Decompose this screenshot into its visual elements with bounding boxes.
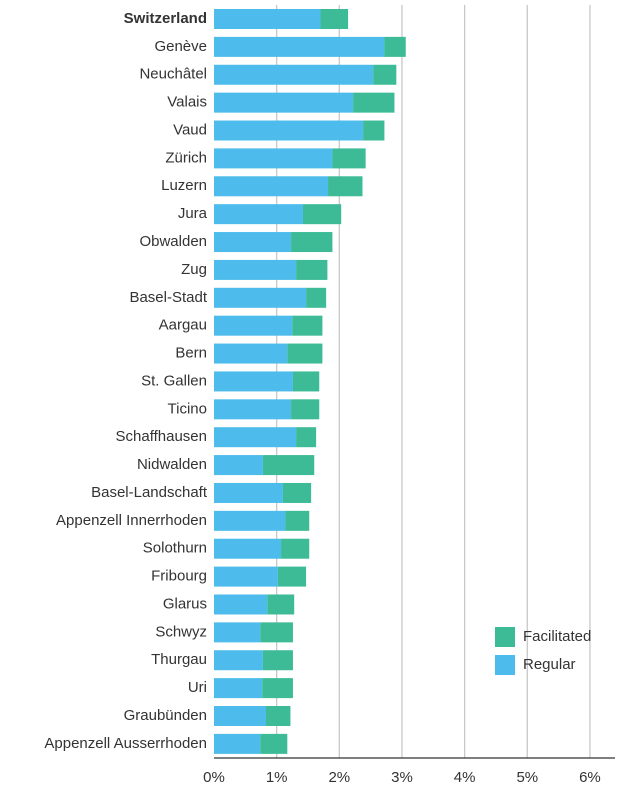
bar-segment: [214, 287, 307, 308]
bar-segment: [282, 482, 312, 503]
legend-swatch: [495, 655, 515, 675]
bar-segment: [292, 371, 320, 392]
bar-segment: [214, 650, 263, 671]
bar-segment: [214, 706, 267, 726]
bar-segment: [214, 148, 333, 169]
bar-segment: [353, 92, 395, 113]
bar-segment: [332, 148, 366, 169]
y-tick-label: Zug: [181, 261, 207, 278]
legend-swatch: [495, 627, 515, 647]
legend-label: Facilitated: [523, 628, 591, 645]
y-tick-label: Fribourg: [151, 568, 207, 585]
bar-segment: [214, 399, 292, 420]
y-tick-label: Zürich: [165, 149, 207, 166]
y-tick-label: Graubünden: [124, 707, 207, 724]
bar-segment: [291, 232, 333, 253]
bar-segment: [291, 399, 320, 420]
y-tick-label: Switzerland: [124, 10, 207, 27]
bar-segment: [281, 538, 310, 559]
y-tick-label: Bern: [175, 345, 207, 362]
bar-segment: [214, 482, 283, 503]
bar-segment: [214, 9, 321, 29]
y-tick-label: Ticino: [168, 400, 207, 417]
bar-segment: [260, 622, 293, 643]
bar-segment: [214, 678, 263, 699]
y-tick-label: Schaffhausen: [116, 428, 207, 445]
y-tick-label: Basel-Stadt: [129, 289, 207, 306]
bar-segment: [214, 204, 303, 225]
bar-segment: [214, 371, 293, 392]
bar-segment: [214, 594, 268, 615]
bar-segment: [260, 733, 288, 754]
x-tick-label: 4%: [454, 769, 476, 786]
bar-segment: [214, 622, 261, 643]
bar-segment: [214, 733, 261, 754]
bar-segment: [214, 120, 364, 141]
x-tick-label: 3%: [391, 769, 413, 786]
bar-segment: [214, 427, 297, 448]
y-tick-label: Vaud: [173, 121, 207, 138]
bar-segment: [373, 64, 397, 85]
bar-segment: [296, 427, 317, 448]
bar-segment: [214, 92, 354, 113]
bar-segment: [266, 706, 291, 726]
y-tick-label: Obwalden: [139, 233, 207, 250]
x-tick-label: 2%: [328, 769, 350, 786]
bar-segment: [214, 455, 263, 476]
y-tick-label: Appenzell Innerrhoden: [56, 512, 207, 529]
bar-segment: [277, 566, 307, 587]
bar-segment: [328, 176, 363, 197]
bar-segment: [296, 259, 328, 280]
y-tick-label: Luzern: [161, 177, 207, 194]
y-tick-label: Appenzell Ausserrhoden: [44, 735, 207, 752]
y-tick-label: Basel-Landschaft: [91, 484, 208, 501]
bar-segment: [267, 594, 295, 615]
y-tick-label: Schwyz: [155, 623, 207, 640]
bar-segment: [214, 259, 297, 280]
bar-segment: [214, 232, 292, 253]
bar-segment: [214, 510, 286, 531]
y-tick-label: Genève: [154, 38, 207, 55]
y-tick-label: Uri: [188, 679, 207, 696]
bar-segment: [214, 566, 278, 587]
bar-segment: [214, 315, 293, 336]
bar-segment: [262, 678, 293, 699]
bar-segment: [214, 64, 374, 85]
legend-label: Regular: [523, 656, 576, 673]
bar-segment: [287, 343, 323, 364]
y-tick-label: Jura: [178, 205, 208, 222]
y-tick-label: Neuchâtel: [139, 66, 207, 83]
x-tick-label: 5%: [516, 769, 538, 786]
x-tick-label: 0%: [203, 769, 225, 786]
bar-segment: [214, 176, 329, 197]
bar-segment: [320, 9, 349, 29]
y-tick-label: Valais: [167, 94, 207, 111]
bar-segment: [306, 287, 327, 308]
bar-segment: [292, 315, 323, 336]
bar-segment: [214, 538, 282, 559]
y-tick-label: Solothurn: [143, 540, 207, 557]
bar-segment: [214, 36, 385, 57]
bar-segment: [384, 36, 406, 57]
y-tick-label: St. Gallen: [141, 372, 207, 389]
bar-segment: [262, 455, 315, 476]
bar-segment: [285, 510, 310, 531]
bar-segment: [363, 120, 385, 141]
bar-segment: [302, 204, 342, 225]
y-tick-label: Aargau: [159, 317, 207, 334]
x-tick-label: 6%: [579, 769, 601, 786]
x-tick-label: 1%: [266, 769, 288, 786]
y-tick-label: Glarus: [163, 595, 207, 612]
bar-segment: [262, 650, 293, 671]
y-tick-label: Thurgau: [151, 651, 207, 668]
y-tick-label: Nidwalden: [137, 456, 207, 473]
bar-segment: [214, 343, 288, 364]
